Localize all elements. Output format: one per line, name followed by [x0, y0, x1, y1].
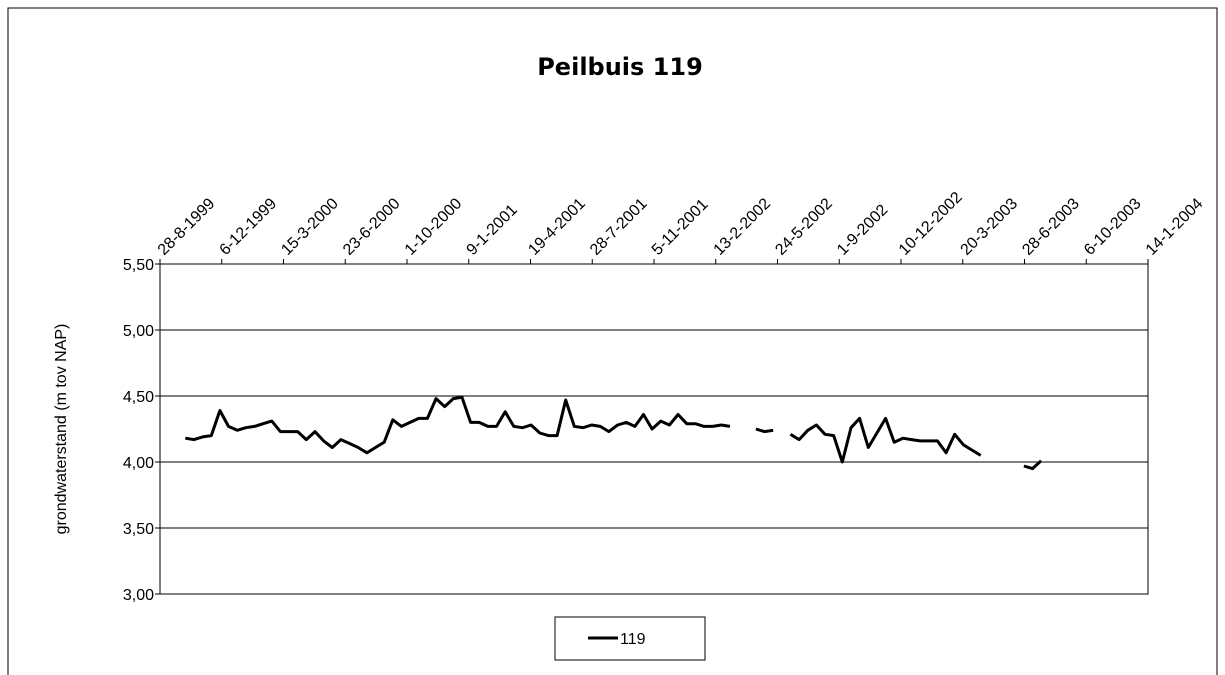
x-tick-label: 6-12-1999: [217, 195, 281, 259]
legend-box: [554, 616, 706, 661]
y-tick-label: 4,00: [123, 455, 154, 472]
x-tick-label: 1-9-2002: [834, 201, 891, 258]
x-tick-label: 14-1-2004: [1143, 195, 1207, 259]
x-tick-label: 10-12-2002: [896, 189, 966, 259]
x-tick-label: 13-2-2002: [711, 195, 775, 259]
x-tick-label: 28-8-1999: [155, 195, 219, 259]
x-tick-label: 15-3-2000: [278, 195, 342, 259]
x-tick-label: 24-5-2002: [772, 195, 836, 259]
x-tick-label: 1-10-2000: [402, 195, 466, 259]
data-line: [185, 395, 1043, 471]
y-tick-label: 5,00: [123, 323, 154, 340]
x-tick-label: 28-7-2001: [587, 195, 651, 259]
x-tick-label: 19-4-2001: [525, 195, 589, 259]
x-tick-label: 23-6-2000: [340, 195, 404, 259]
x-tick-label: 9-1-2001: [464, 201, 521, 258]
x-tick-label: 5-11-2001: [649, 196, 712, 259]
legend-label: 119: [620, 631, 646, 648]
y-tick-label: 3,00: [123, 587, 154, 604]
chart-frame: [7, 7, 1218, 675]
x-tick-label: 20-3-2003: [958, 195, 1022, 259]
y-axis-label: grondwaterstand (m tov NAP): [53, 324, 70, 535]
y-tick-label: 4,50: [123, 389, 154, 406]
x-tick-label: 28-6-2003: [1019, 195, 1083, 259]
y-tick-label: 3,50: [123, 521, 154, 538]
x-tick-label: 6-10-2003: [1081, 195, 1145, 259]
chart-title: Peilbuis 119: [537, 53, 703, 81]
y-tick-label: 5,50: [123, 257, 154, 274]
